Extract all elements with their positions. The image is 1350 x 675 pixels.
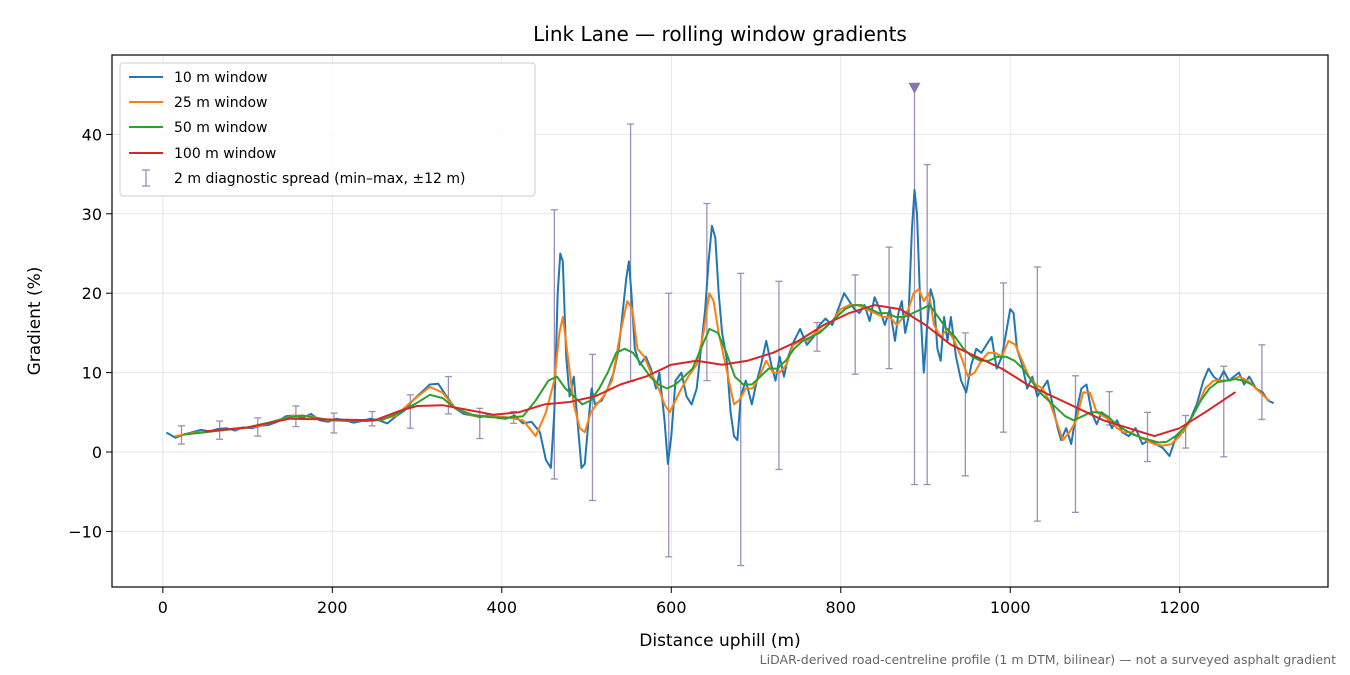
- footnote: LiDAR-derived road-centreline profile (1…: [760, 652, 1336, 667]
- y-tick-label: 20: [82, 284, 102, 303]
- x-tick-label: 800: [825, 598, 856, 617]
- legend-label-10m: 10 m window: [174, 70, 267, 86]
- spread-bar: [444, 375, 452, 415]
- chart-title: Link Lane — rolling window gradients: [533, 22, 907, 46]
- series-lines: [166, 189, 1274, 469]
- x-axis-ticks: 0 200 400 600 800 1000 1200: [158, 587, 1200, 617]
- spread-bar: [1071, 375, 1079, 514]
- spread-bar: [627, 123, 635, 382]
- diagnostic-spread-bars: [177, 86, 1266, 567]
- spread-bar: [813, 321, 821, 352]
- series-25m-window: [174, 288, 1270, 447]
- legend: 10 m window 25 m window 50 m window 100 …: [119, 62, 536, 197]
- x-tick-label: 0: [158, 598, 168, 617]
- series-100m-window: [204, 304, 1236, 438]
- legend-box: [119, 62, 536, 197]
- spread-bar: [1182, 414, 1190, 449]
- x-tick-label: 600: [656, 598, 687, 617]
- spread-bar: [910, 86, 918, 486]
- spread-bar: [1144, 411, 1152, 463]
- y-tick-label: −10: [68, 522, 102, 541]
- y-tick-label: 30: [82, 205, 102, 224]
- y-tick-label: 10: [82, 364, 102, 383]
- grid-lines: [112, 55, 1328, 587]
- legend-label-spread: 2 m diagnostic spread (min–max, ±12 m): [174, 171, 465, 187]
- plot-area-frame: [111, 54, 1329, 588]
- spread-bar: [550, 209, 558, 480]
- x-tick-label: 1000: [990, 598, 1031, 617]
- series-50m-window: [183, 304, 1253, 444]
- legend-swatch-spread: [142, 169, 150, 187]
- clipped-spread-marker: [908, 82, 921, 94]
- legend-label-100m: 100 m window: [174, 146, 276, 162]
- spread-bar: [330, 412, 338, 434]
- spread-bar: [775, 280, 783, 471]
- y-axis-ticks: −10 0 10 20 30 40: [68, 125, 112, 541]
- legend-label-25m: 25 m window: [174, 95, 267, 111]
- spread-bar: [851, 274, 859, 375]
- series-10m-window: [166, 189, 1274, 469]
- legend-label-50m: 50 m window: [174, 120, 267, 136]
- clipped-marker-layer: [908, 82, 921, 94]
- x-tick-label: 1200: [1159, 598, 1200, 617]
- y-tick-label: 0: [92, 443, 102, 462]
- x-tick-label: 400: [487, 598, 518, 617]
- y-axis-title: Gradient (%): [25, 267, 45, 376]
- spread-bar: [406, 394, 414, 429]
- x-axis-title: Distance uphill (m): [639, 631, 800, 651]
- spread-bar: [737, 272, 745, 567]
- spread-bar: [476, 407, 484, 440]
- x-tick-label: 200: [317, 598, 348, 617]
- spread-bar: [588, 353, 596, 502]
- y-tick-label: 40: [82, 125, 102, 144]
- spread-bar: [1258, 344, 1266, 421]
- spread-bar: [665, 292, 673, 558]
- spread-bar: [961, 332, 969, 477]
